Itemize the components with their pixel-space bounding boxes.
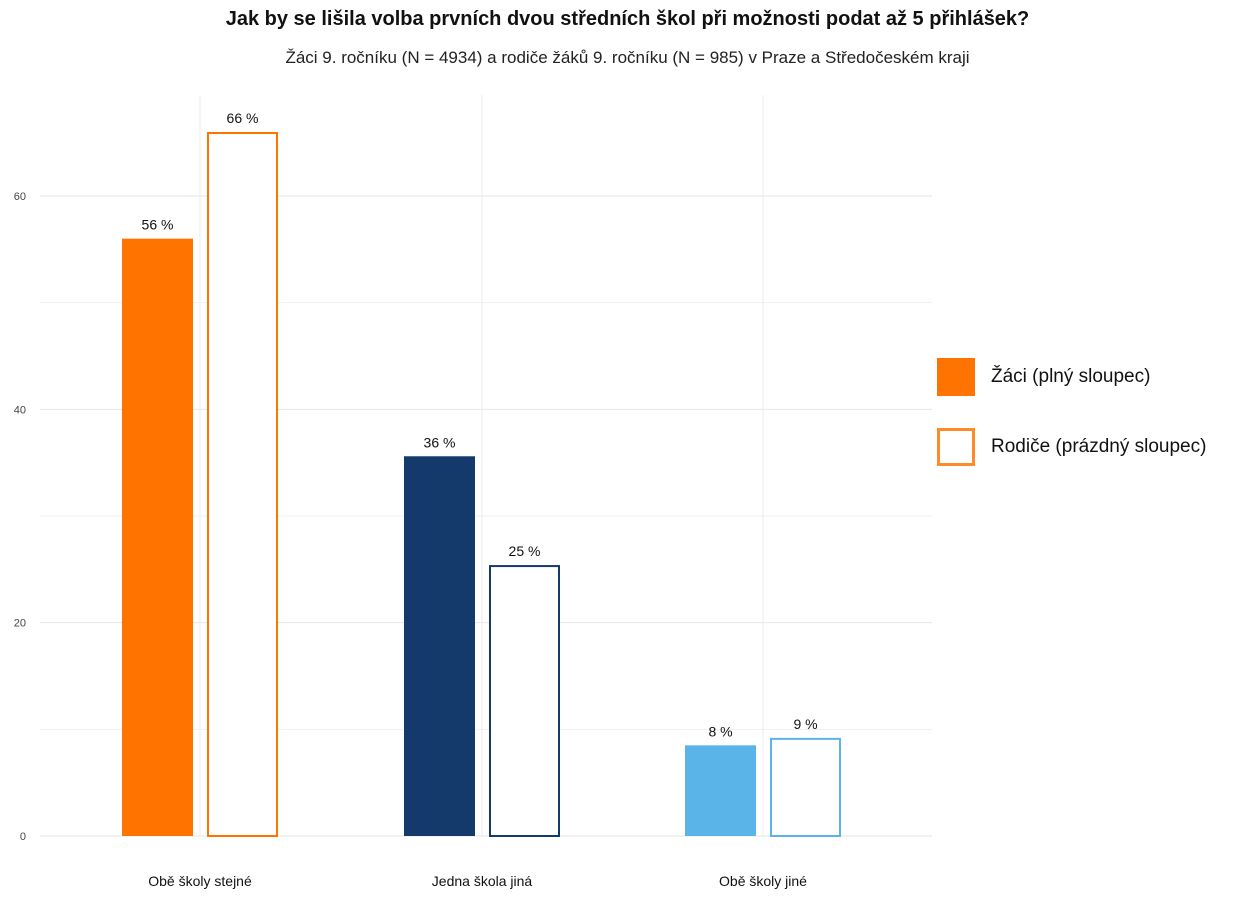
data-label: 25 %: [509, 543, 541, 559]
legend-swatch-outline: [937, 428, 975, 466]
bar-rodice: [770, 737, 841, 837]
legend-label-rodice: Rodiče (prázdný sloupec): [991, 436, 1207, 457]
data-label: 66 %: [227, 110, 259, 126]
bar-rodice: [489, 565, 560, 837]
y-tick-label: 20: [14, 618, 26, 630]
data-label: 8 %: [708, 723, 732, 739]
data-label: 9 %: [793, 716, 817, 732]
bar-rodice: [207, 132, 278, 837]
x-tick-label: Jedna škola jiná: [432, 873, 533, 889]
data-label: 36 %: [424, 434, 456, 450]
chart-title: Jak by se lišila volba prvních dvou stře…: [225, 8, 1030, 30]
y-tick-label: 0: [20, 831, 26, 843]
y-tick-label: 40: [14, 404, 26, 416]
legend-item-rodice: Rodiče (prázdný sloupec): [937, 425, 1206, 469]
bar-zaci: [685, 745, 756, 836]
y-tick-label: 60: [14, 191, 26, 203]
legend-item-zaci: Žáci (plný sloupec): [937, 355, 1206, 399]
x-tick-label: Obě školy jiné: [719, 873, 807, 889]
legend-label-zaci: Žáci (plný sloupec): [991, 366, 1151, 387]
legend-swatch-filled: [937, 358, 975, 396]
legend: Žáci (plný sloupec) Rodiče (prázdný slou…: [937, 355, 1206, 495]
x-tick-label: Obě školy stejné: [148, 873, 252, 889]
chart-subtitle: Žáci 9. ročníku (N = 4934) a rodiče žáků…: [285, 48, 970, 67]
bar-zaci: [122, 238, 193, 836]
data-label: 56 %: [142, 217, 174, 233]
bar-zaci: [404, 456, 475, 836]
